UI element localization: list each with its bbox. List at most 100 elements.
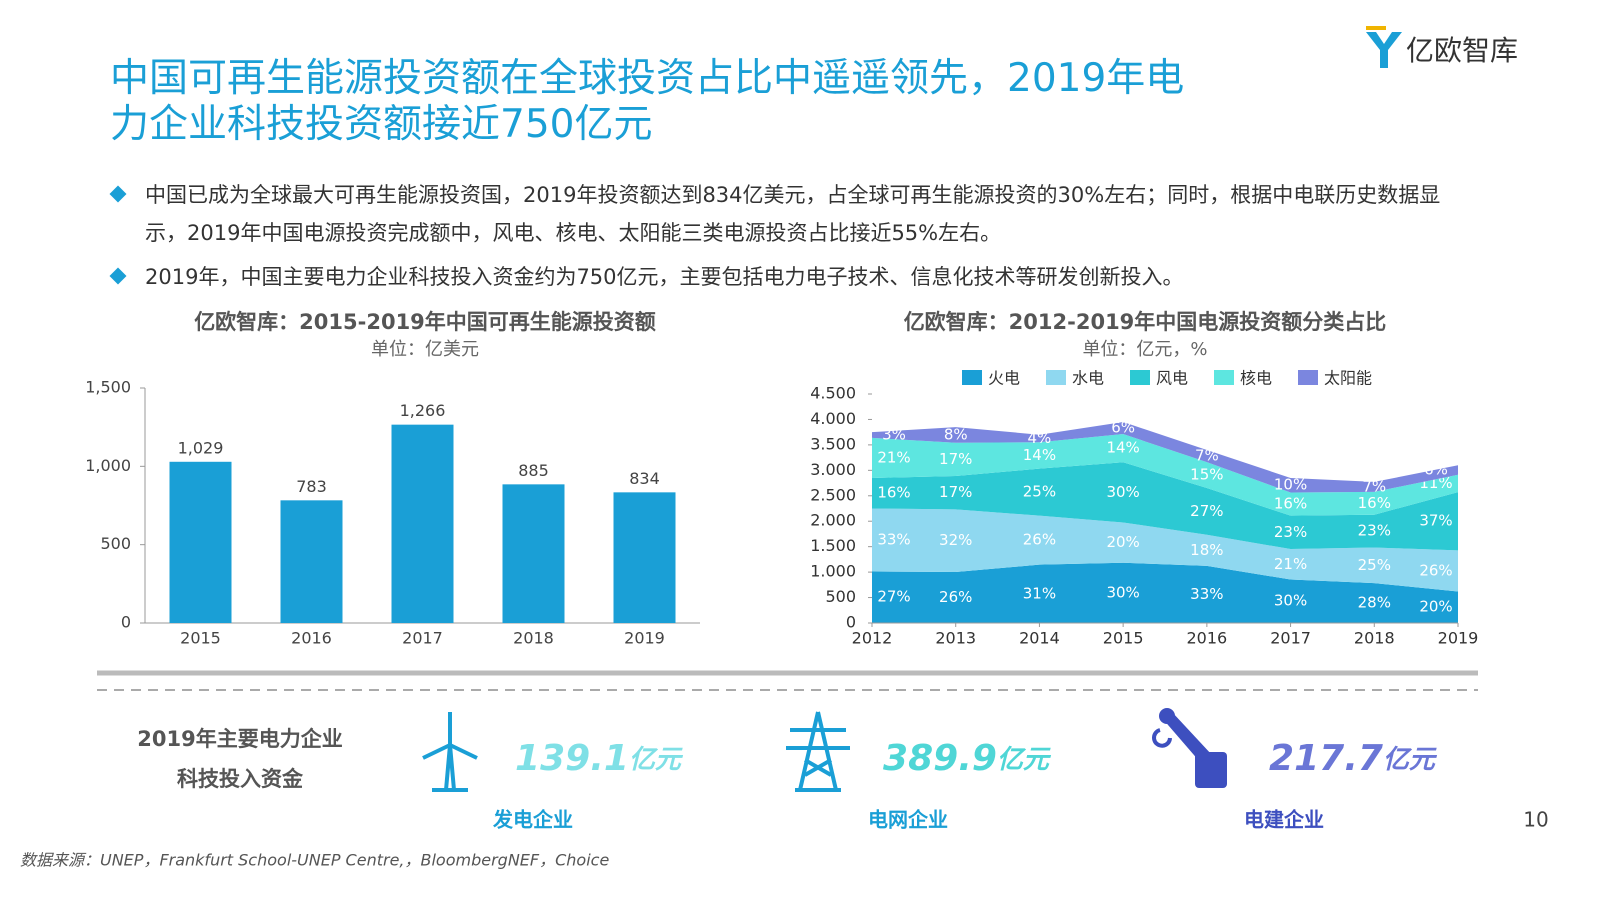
- y-tick-label: 1,000: [85, 456, 131, 475]
- title-line: 力企业科技投资额接近750亿元: [110, 102, 653, 147]
- x-tick-label: 2016: [1186, 629, 1227, 648]
- segment-label: 21%: [1274, 555, 1307, 573]
- crane-icon: [1152, 708, 1227, 788]
- y-tick-label: 500: [100, 534, 131, 553]
- segment-label: 26%: [1419, 561, 1452, 579]
- y-tick-label: 4.500: [810, 384, 856, 403]
- segment-label: 17%: [939, 450, 972, 468]
- segment-label: 28%: [1358, 594, 1391, 612]
- amount-number: 389.9: [883, 738, 997, 779]
- segment-label: 30%: [1106, 583, 1139, 601]
- bar: [613, 492, 676, 623]
- area: [872, 562, 1458, 623]
- segment-label: 33%: [1190, 585, 1223, 603]
- y-tick-label: 3.500: [810, 434, 856, 453]
- segment-label: 10%: [1274, 476, 1307, 494]
- logo-text: 亿欧智库: [1406, 34, 1518, 67]
- section-title: 科技投入资金: [177, 767, 304, 791]
- tower-icon: [786, 711, 850, 792]
- value-label: 783: [296, 477, 327, 496]
- area: [872, 508, 1458, 592]
- y-tick-label: 4.000: [810, 409, 856, 428]
- amount-number: 217.7: [1269, 738, 1383, 779]
- title-line: 中国可再生能源投资额在全球投资占比中遥遥领先，2019年电: [110, 56, 1185, 101]
- bar: [169, 461, 232, 623]
- segment-label: 20%: [1419, 598, 1452, 616]
- amount: 217.7亿元: [1269, 738, 1438, 779]
- segment-label: 25%: [1358, 556, 1391, 574]
- segment-label: 3%: [882, 426, 906, 444]
- segment-label: 7%: [1362, 477, 1386, 495]
- segment-label: 7%: [1195, 447, 1219, 465]
- x-tick-label: 2019: [624, 629, 665, 648]
- y-tick-label: 1.000: [810, 562, 856, 581]
- segment-label: 30%: [1106, 483, 1139, 501]
- segment-label: 21%: [877, 448, 910, 466]
- slide-title: 中国可再生能源投资额在全球投资占比中遥遥领先，2019年电 力企业科技投资额接近…: [110, 56, 1184, 148]
- x-tick-label: 2016: [291, 629, 332, 648]
- bullet: 中国已成为全球最大可再生能源投资国，2019年投资额达到834亿美元，占全球可再…: [145, 176, 1475, 252]
- x-tick-label: 2014: [1019, 629, 1060, 648]
- segment-label: 14%: [1023, 446, 1056, 464]
- amount: 139.1亿元: [515, 738, 684, 779]
- x-tick-label: 2017: [402, 629, 443, 648]
- segment-label: 23%: [1274, 523, 1307, 541]
- segment-label: 18%: [1190, 541, 1223, 559]
- company-type: 发电企业: [492, 808, 573, 832]
- segment-label: 37%: [1419, 512, 1452, 530]
- segment-label: 16%: [877, 484, 910, 502]
- x-tick-label: 2018: [1354, 629, 1395, 648]
- logo-accent: [1366, 26, 1386, 30]
- segment-label: 8%: [944, 425, 968, 443]
- segment-label: 26%: [1023, 531, 1056, 549]
- area: [872, 462, 1458, 551]
- amount-unit: 亿元: [1383, 745, 1438, 775]
- legend-label: 风电: [1156, 369, 1188, 388]
- area: [872, 434, 1458, 516]
- value-label: 885: [518, 461, 549, 480]
- segment-label: 6%: [1111, 419, 1135, 437]
- area: [872, 421, 1458, 493]
- segment-label: 30%: [1274, 592, 1307, 610]
- x-tick-label: 2019: [1438, 629, 1479, 648]
- segment-label: 26%: [939, 588, 972, 606]
- segment-label: 6%: [1424, 460, 1448, 478]
- wind-icon: [422, 712, 478, 792]
- x-tick-label: 2012: [852, 629, 893, 648]
- amount-unit: 亿元: [997, 745, 1052, 775]
- x-tick-label: 2017: [1270, 629, 1311, 648]
- segment-label: 15%: [1190, 466, 1223, 484]
- segment-label: 23%: [1358, 522, 1391, 540]
- bullet: 2019年，中国主要电力企业科技投入资金约为750亿元，主要包括电力电子技术、信…: [145, 258, 1475, 296]
- legend-swatch: [1298, 370, 1318, 385]
- segment-label: 16%: [1274, 495, 1307, 513]
- legend-swatch: [962, 370, 982, 385]
- segment-label: 27%: [1190, 502, 1223, 520]
- segment-label: 4%: [1028, 429, 1052, 447]
- x-tick-label: 2015: [180, 629, 221, 648]
- amount-unit: 亿元: [629, 745, 684, 775]
- y-tick-label: 0: [846, 613, 856, 632]
- bar: [502, 484, 565, 623]
- segment-label: 27%: [877, 588, 910, 606]
- legend-label: 核电: [1240, 369, 1272, 388]
- legend-swatch: [1130, 370, 1150, 385]
- bar: [280, 500, 343, 623]
- x-tick-label: 2018: [513, 629, 554, 648]
- section-title: 2019年主要电力企业: [137, 727, 342, 751]
- segment-label: 20%: [1106, 533, 1139, 551]
- legend-label: 太阳能: [1324, 369, 1372, 388]
- y-tick-label: 2.000: [810, 511, 856, 530]
- source: 数据来源：UNEP，Frankfurt School-UNEP Centre,，…: [20, 851, 609, 870]
- chart-subtitle: 单位：亿元，%: [1082, 339, 1207, 360]
- value-label: 834: [629, 469, 660, 488]
- x-tick-label: 2013: [935, 629, 976, 648]
- legend-swatch: [1214, 370, 1234, 385]
- y-tick-label: 1,500: [85, 378, 131, 397]
- segment-label: 33%: [877, 530, 910, 548]
- segment-label: 16%: [1358, 494, 1391, 512]
- chart-subtitle: 单位：亿美元: [371, 339, 479, 360]
- company-type: 电建企业: [1244, 808, 1324, 832]
